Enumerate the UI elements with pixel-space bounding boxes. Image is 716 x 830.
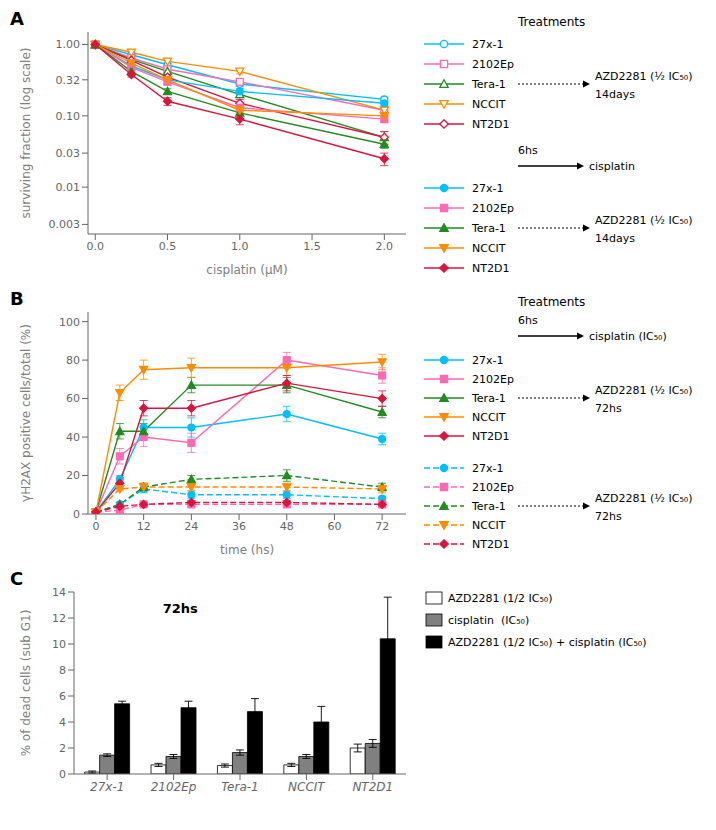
svg-text:2102Ep: 2102Ep (472, 58, 514, 71)
svg-text:12: 12 (52, 612, 66, 625)
svg-text:1.00: 1.00 (56, 38, 81, 51)
svg-text:0.03: 0.03 (56, 147, 81, 160)
svg-text:NT2D1: NT2D1 (472, 118, 509, 131)
svg-text:6: 6 (59, 690, 66, 703)
svg-text:surviving fraction (log scale): surviving fraction (log scale) (19, 48, 33, 219)
svg-text:2.0: 2.0 (376, 240, 394, 253)
svg-text:AZD2281 (½ IC₅₀): AZD2281 (½ IC₅₀) (595, 492, 693, 505)
svg-text:27x-1: 27x-1 (472, 38, 503, 51)
svg-text:NT2D1: NT2D1 (472, 430, 509, 443)
svg-text:cisplatin (IC₅₀): cisplatin (IC₅₀) (448, 614, 529, 627)
svg-text:100: 100 (59, 316, 80, 329)
svg-text:60: 60 (327, 520, 341, 533)
svg-text:4: 4 (59, 716, 66, 729)
svg-text:6hs: 6hs (518, 314, 538, 327)
html-text:B: B (10, 288, 24, 309)
svg-text:cisplatin (IC₅₀): cisplatin (IC₅₀) (589, 330, 667, 343)
svg-text:2: 2 (59, 742, 66, 755)
svg-text:2102Ep: 2102Ep (472, 373, 514, 386)
svg-text:48: 48 (280, 520, 294, 533)
svg-text:27x-1: 27x-1 (472, 182, 503, 195)
svg-text:AZD2281 (½ IC₅₀): AZD2281 (½ IC₅₀) (595, 214, 693, 227)
svg-text:14days: 14days (595, 88, 635, 101)
svg-text:27x-1: 27x-1 (472, 354, 503, 367)
svg-text:Tera-1: Tera-1 (471, 78, 506, 91)
svg-text:14days: 14days (595, 232, 635, 245)
svg-text:% of dead cells (sub G1): % of dead cells (sub G1) (19, 610, 33, 757)
svg-text:60: 60 (66, 392, 80, 405)
svg-text:14: 14 (52, 586, 66, 599)
svg-text:0.0: 0.0 (86, 240, 104, 253)
html-text:C: C (10, 568, 24, 589)
svg-text:time (hs): time (hs) (220, 543, 274, 557)
svg-text:72hs: 72hs (595, 402, 622, 415)
svg-text:Treatments: Treatments (517, 295, 585, 309)
svg-text:Tera-1: Tera-1 (221, 780, 258, 794)
svg-text:2102Ep: 2102Ep (151, 780, 197, 794)
svg-text:0: 0 (73, 508, 80, 521)
svg-text:NCCIT: NCCIT (472, 98, 506, 111)
svg-text:NCCIT: NCCIT (472, 411, 506, 424)
svg-text:27x-1: 27x-1 (472, 462, 503, 475)
svg-text:NT2D1: NT2D1 (472, 262, 509, 275)
svg-text:0.32: 0.32 (56, 74, 81, 87)
svg-text:NT2D1: NT2D1 (472, 538, 509, 551)
svg-text:2102Ep: 2102Ep (472, 481, 514, 494)
svg-text:0: 0 (92, 520, 99, 533)
svg-text:27x-1: 27x-1 (90, 780, 124, 794)
svg-text:Treatments: Treatments (517, 15, 585, 29)
svg-text:NCCIT: NCCIT (472, 519, 506, 532)
svg-text:AZD2281 (1/2 IC₅₀) + cisplatin: AZD2281 (1/2 IC₅₀) + cisplatin (IC₅₀) (448, 636, 647, 649)
svg-text:0.01: 0.01 (56, 181, 81, 194)
svg-text:AZD2281 (½ IC₅₀): AZD2281 (½ IC₅₀) (595, 70, 693, 83)
svg-text:24: 24 (184, 520, 198, 533)
svg-text:γH2AX positive cells/total (%): γH2AX positive cells/total (%) (19, 324, 33, 502)
svg-text:0.003: 0.003 (49, 218, 81, 231)
svg-text:1.5: 1.5 (303, 240, 321, 253)
svg-text:cisplatin (μM): cisplatin (μM) (206, 263, 287, 277)
svg-text:NCCIT: NCCIT (472, 242, 506, 255)
svg-text:12: 12 (137, 520, 151, 533)
svg-text:36: 36 (232, 520, 246, 533)
svg-text:NT2D1: NT2D1 (352, 780, 393, 794)
svg-text:80: 80 (66, 354, 80, 367)
svg-text:40: 40 (66, 431, 80, 444)
svg-text:NCCIT: NCCIT (288, 780, 326, 794)
svg-text:2102Ep: 2102Ep (472, 202, 514, 215)
svg-text:Tera-1: Tera-1 (471, 500, 506, 513)
svg-text:72hs: 72hs (595, 510, 622, 523)
svg-text:1.0: 1.0 (231, 240, 249, 253)
svg-text:10: 10 (52, 638, 66, 651)
svg-text:20: 20 (66, 469, 80, 482)
svg-text:6hs: 6hs (518, 144, 538, 157)
svg-text:Tera-1: Tera-1 (471, 222, 506, 235)
svg-text:AZD2281 (1/2 IC₅₀): AZD2281 (1/2 IC₅₀) (448, 592, 553, 605)
svg-text:72: 72 (375, 520, 389, 533)
svg-text:0: 0 (59, 768, 66, 781)
html-text:A: A (10, 8, 24, 29)
svg-text:AZD2281 (½ IC₅₀): AZD2281 (½ IC₅₀) (595, 384, 693, 397)
svg-text:0.5: 0.5 (159, 240, 177, 253)
svg-text:8: 8 (59, 664, 66, 677)
svg-text:cisplatin: cisplatin (589, 160, 635, 173)
svg-text:Tera-1: Tera-1 (471, 392, 506, 405)
svg-text:0.10: 0.10 (56, 110, 81, 123)
html-text:72hs: 72hs (162, 601, 198, 617)
